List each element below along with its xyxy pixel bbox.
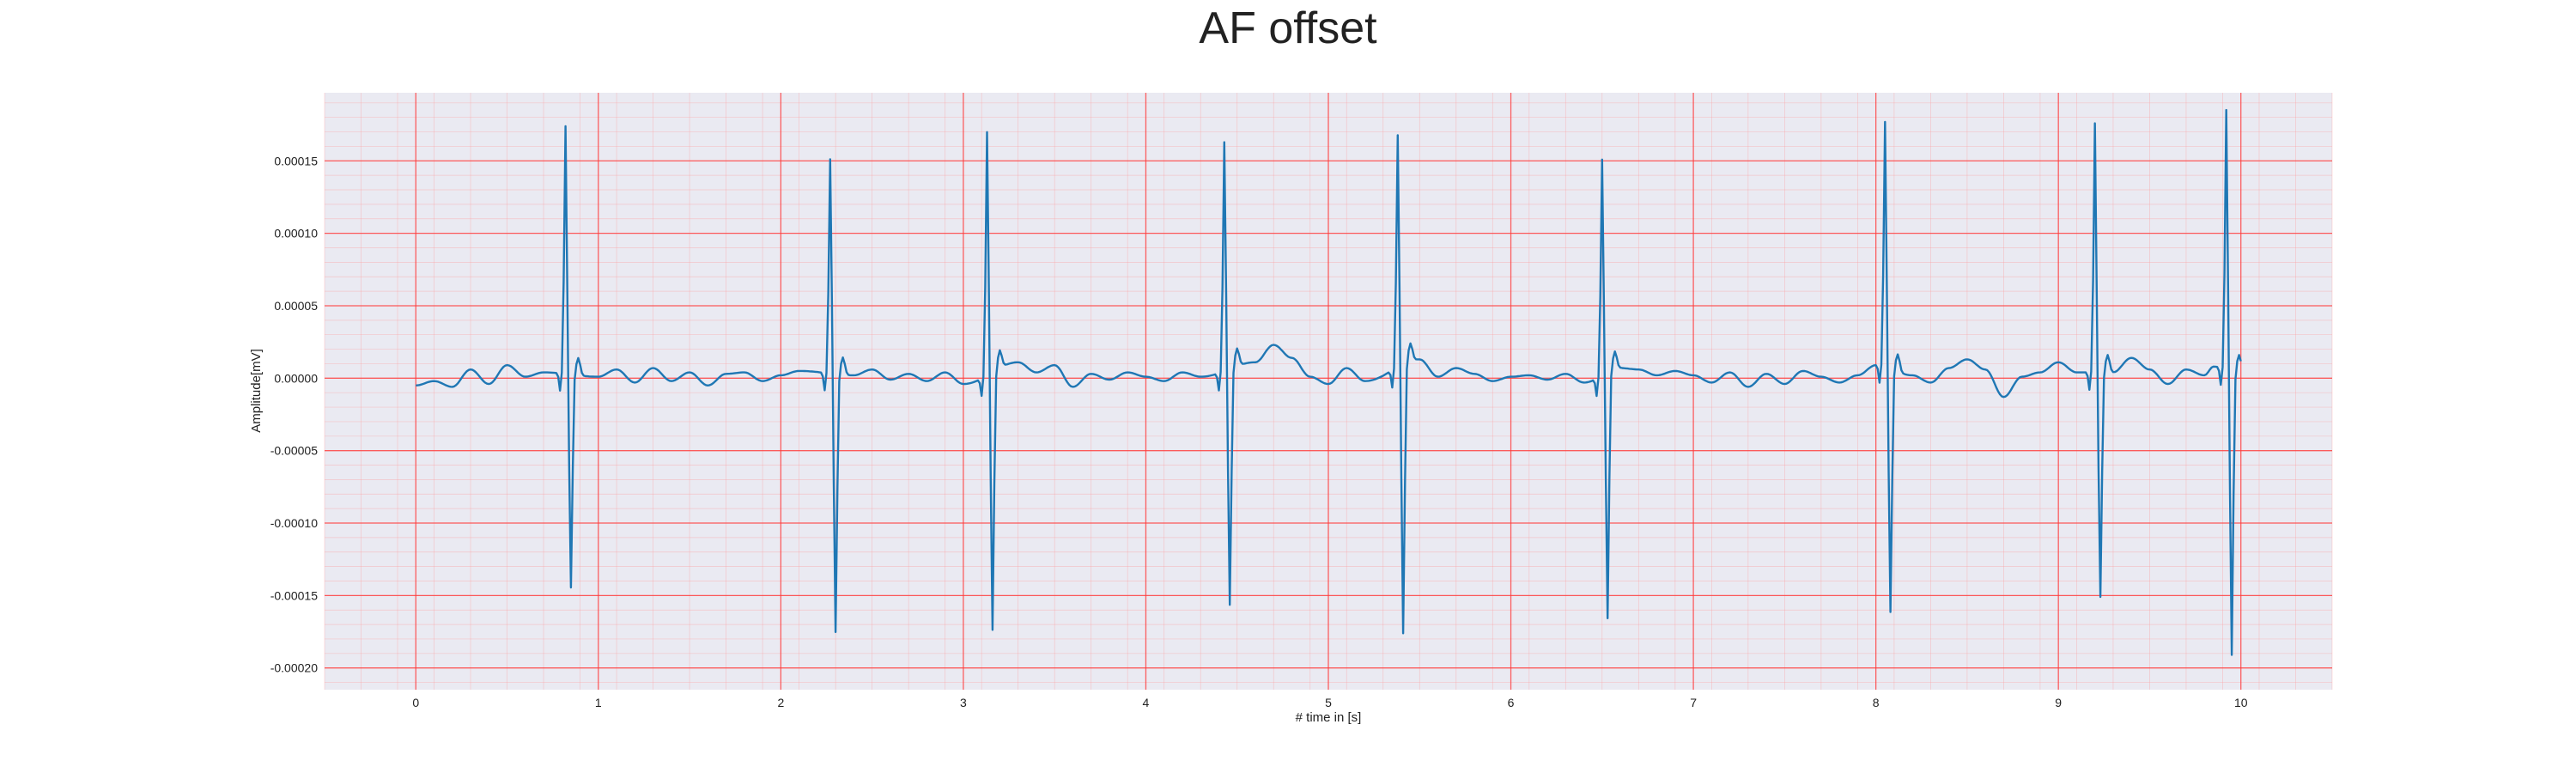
chart-title: AF offset <box>1199 3 1377 53</box>
x-tick-labels: 0 1 2 3 4 5 6 7 8 9 10 <box>412 696 2247 709</box>
ecg-series-line <box>416 108 2242 656</box>
y-tick-label: -0.00015 <box>270 588 318 602</box>
y-tick-label: 0.00005 <box>274 299 318 313</box>
major-grid <box>325 93 2332 690</box>
x-axis-label: # time in [s] <box>1296 710 1362 725</box>
y-tick-label: -0.00020 <box>270 661 318 675</box>
x-tick-label: 4 <box>1143 696 1150 709</box>
y-tick-label: -0.00010 <box>270 516 318 530</box>
y-tick-labels: 0.00015 0.00010 0.00005 0.00000 -0.00005 -0.0… <box>270 154 318 674</box>
y-tick-label: 0.00000 <box>274 371 318 385</box>
x-tick-label: 2 <box>777 696 784 709</box>
y-axis-label: Amplitude[mV] <box>249 349 264 433</box>
y-tick-label: -0.00005 <box>270 444 318 458</box>
x-tick-label: 0 <box>412 696 419 709</box>
x-tick-label: 9 <box>2055 696 2062 709</box>
x-tick-label: 3 <box>960 696 967 709</box>
y-tick-label: 0.00010 <box>274 227 318 240</box>
y-tick-label: 0.00015 <box>274 154 318 167</box>
x-tick-label: 6 <box>1508 696 1515 709</box>
x-tick-label: 8 <box>1873 696 1880 709</box>
x-tick-label: 5 <box>1325 696 1332 709</box>
x-tick-label: 10 <box>2234 696 2248 709</box>
series-group <box>416 108 2242 656</box>
x-tick-label: 7 <box>1690 696 1697 709</box>
x-tick-label: 1 <box>595 696 602 709</box>
